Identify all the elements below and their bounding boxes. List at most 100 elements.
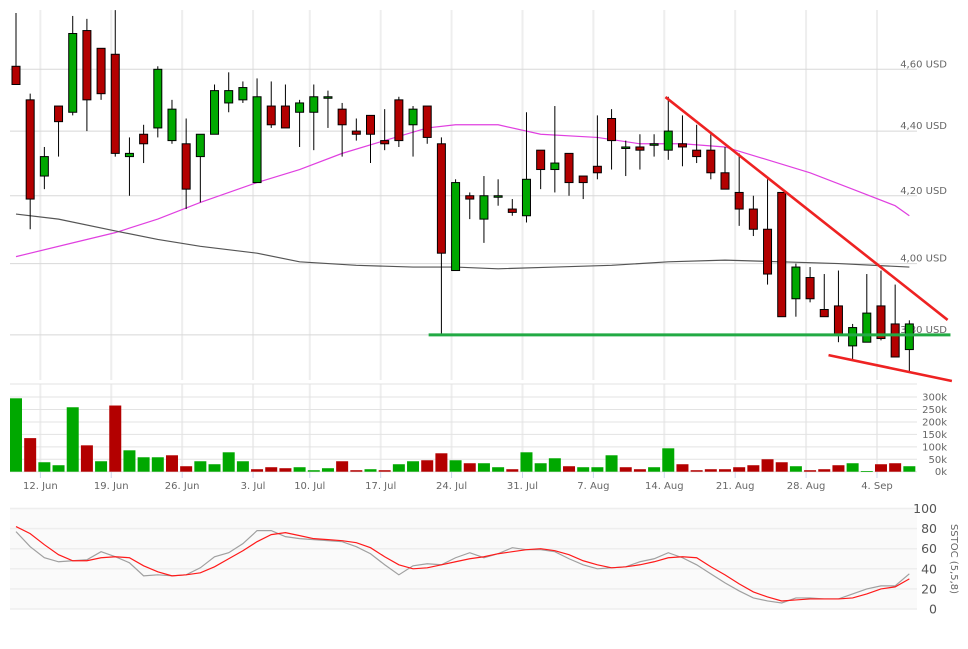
volume-bar	[180, 466, 193, 472]
candle-body	[720, 172, 730, 190]
candle-body	[181, 143, 191, 190]
candle	[266, 81, 276, 128]
candle-body	[451, 182, 461, 272]
volume-bar	[548, 458, 561, 472]
candle	[521, 112, 531, 223]
candle-body	[337, 108, 347, 126]
price-axis-label: 4,20 USD	[900, 186, 947, 197]
candle	[337, 102, 347, 157]
candle-body	[25, 99, 35, 200]
candle-body	[465, 195, 475, 200]
volume-bar	[563, 466, 576, 472]
x-tick-label: 7. Aug	[577, 481, 609, 492]
volume-bar	[676, 464, 689, 472]
volume-bar	[95, 461, 108, 472]
candle-body	[366, 114, 375, 135]
x-tick-label: 12. Jun	[23, 481, 58, 492]
candle	[677, 115, 687, 167]
candle-body	[422, 105, 432, 138]
volume-bar	[165, 455, 178, 472]
volume-bar	[265, 467, 278, 472]
candle-body	[54, 105, 64, 123]
moving-average-line	[15, 213, 910, 270]
volume-bar	[151, 457, 164, 472]
volume-bar	[903, 466, 916, 472]
candle-body	[592, 165, 602, 174]
candle	[833, 270, 843, 343]
candle	[904, 320, 914, 372]
volume-axis-label: 50k	[928, 455, 947, 466]
candle	[819, 274, 829, 318]
stochastic-background	[10, 508, 917, 609]
candle-body	[791, 266, 801, 300]
moving-average-line	[15, 124, 910, 258]
volume-bar	[804, 470, 817, 472]
volume-bar	[775, 462, 788, 472]
candle-body	[607, 118, 617, 142]
candle-body	[167, 108, 177, 142]
candle	[734, 153, 744, 226]
volume-bar	[889, 463, 902, 472]
stochastic-line	[15, 530, 910, 604]
x-tick-label: 26. Jun	[165, 481, 200, 492]
volume-bar	[279, 468, 292, 472]
stochastic-panel: 100 80 60 40 20 0	[10, 501, 937, 617]
stochastic-axis-label: 40	[921, 561, 937, 576]
price-axis-label: 3,80 USD	[900, 325, 947, 336]
candle-body	[195, 133, 205, 158]
volume-bar	[251, 469, 264, 472]
candle	[706, 134, 716, 180]
candle	[195, 133, 205, 203]
candle-body	[550, 162, 560, 171]
candle	[493, 179, 503, 206]
volume-bar	[534, 463, 547, 472]
volume-bar	[80, 445, 93, 472]
candle-body	[805, 277, 815, 300]
candle	[309, 84, 319, 151]
candle	[39, 146, 49, 190]
volume-bar	[719, 469, 731, 472]
candle	[578, 175, 588, 200]
candle	[748, 195, 758, 237]
candle	[635, 134, 645, 170]
candle	[366, 114, 375, 164]
date-axis: 12. Jun 19. Jun 26. Jun 3. Jul 10. Jul 17. Ju…	[23, 472, 893, 492]
volume-bar	[605, 455, 618, 472]
candle-body	[323, 96, 333, 99]
volume-bar	[222, 452, 235, 472]
candle	[890, 284, 900, 358]
volume-bar	[463, 463, 476, 472]
candle	[550, 106, 560, 193]
candle-body	[82, 30, 92, 101]
candle-body	[890, 323, 900, 358]
volume-axis-label: 250k	[922, 405, 947, 416]
trend-line	[828, 353, 953, 383]
candle-body	[295, 102, 305, 113]
candle-body	[663, 130, 673, 151]
volume-bar	[662, 448, 675, 472]
candle	[607, 109, 617, 170]
candle-body	[153, 68, 163, 129]
volume-bar	[321, 468, 334, 472]
candle	[139, 124, 149, 164]
candle	[394, 96, 404, 147]
volume-bar	[435, 453, 448, 472]
candle	[110, 10, 120, 157]
volume-bar	[492, 467, 505, 472]
price-axis-label: 4,60 USD	[900, 59, 947, 70]
candle	[422, 105, 432, 144]
volume-bar	[704, 469, 717, 472]
candle	[805, 267, 815, 303]
candle	[862, 274, 872, 343]
volume-bar	[591, 467, 604, 472]
candle	[54, 105, 64, 157]
candle	[68, 15, 78, 116]
volume-bar	[194, 461, 207, 472]
volume-axis-label: 200k	[922, 417, 947, 428]
trend-line	[664, 96, 949, 321]
volume-axis-label: 0k	[935, 467, 947, 478]
volume-bar	[407, 461, 420, 472]
candle	[536, 149, 546, 190]
candle	[224, 72, 234, 113]
volume-bar	[52, 465, 65, 472]
